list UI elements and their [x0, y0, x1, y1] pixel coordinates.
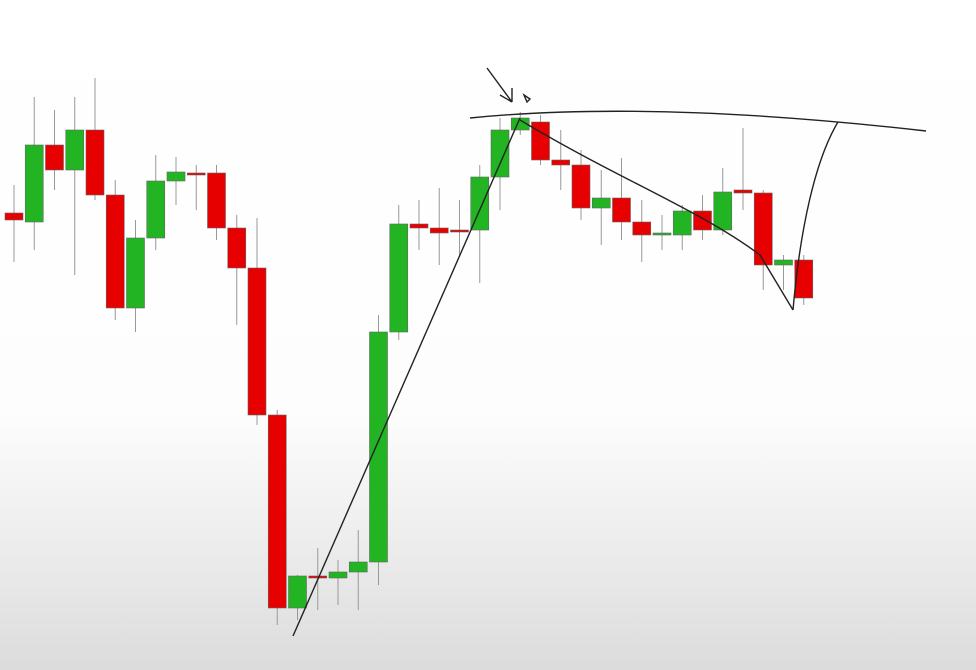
candle-body	[652, 232, 672, 236]
candle-body	[571, 164, 591, 209]
candle-body	[591, 197, 611, 209]
candle-body	[632, 221, 652, 236]
candle-body	[126, 237, 145, 309]
candle-body	[429, 227, 449, 234]
candle-body	[146, 180, 166, 239]
candle-body	[753, 192, 773, 266]
candle-body	[450, 229, 469, 233]
candle-body	[551, 159, 571, 166]
candle-body	[409, 223, 429, 229]
candle-body	[348, 561, 368, 573]
candle-body	[774, 259, 793, 266]
candle-body	[186, 172, 206, 176]
candle-body	[105, 194, 125, 309]
candle-body	[267, 414, 287, 609]
resistance-line	[469, 110, 927, 132]
projection-line	[792, 121, 839, 311]
candle-body	[693, 210, 712, 231]
candle-body	[713, 191, 733, 231]
candle-body	[308, 575, 328, 579]
candle-body	[207, 172, 226, 229]
candle-body	[65, 129, 85, 171]
candle-body	[45, 144, 64, 171]
candle-body	[24, 144, 44, 223]
candle-body	[490, 129, 510, 178]
candle-body	[470, 176, 490, 231]
candle-body	[672, 210, 692, 236]
mark	[522, 93, 532, 104]
hand-drawing	[292, 67, 927, 637]
candle-body	[612, 197, 631, 223]
candle-body	[369, 331, 388, 563]
arrow	[486, 67, 513, 103]
candle-body	[531, 121, 550, 161]
trend-line-up	[292, 117, 521, 637]
candle-body	[794, 259, 814, 299]
trend-line-down	[519, 119, 794, 311]
candles	[4, 78, 814, 625]
candle-body	[389, 223, 409, 333]
candle-body	[166, 171, 186, 182]
candle-body	[4, 212, 24, 221]
candle-body	[328, 571, 348, 579]
candle-body	[85, 129, 105, 196]
candle-body	[247, 267, 267, 416]
candle-body	[227, 227, 247, 269]
candle-body	[288, 575, 307, 609]
candle-body	[733, 189, 753, 194]
